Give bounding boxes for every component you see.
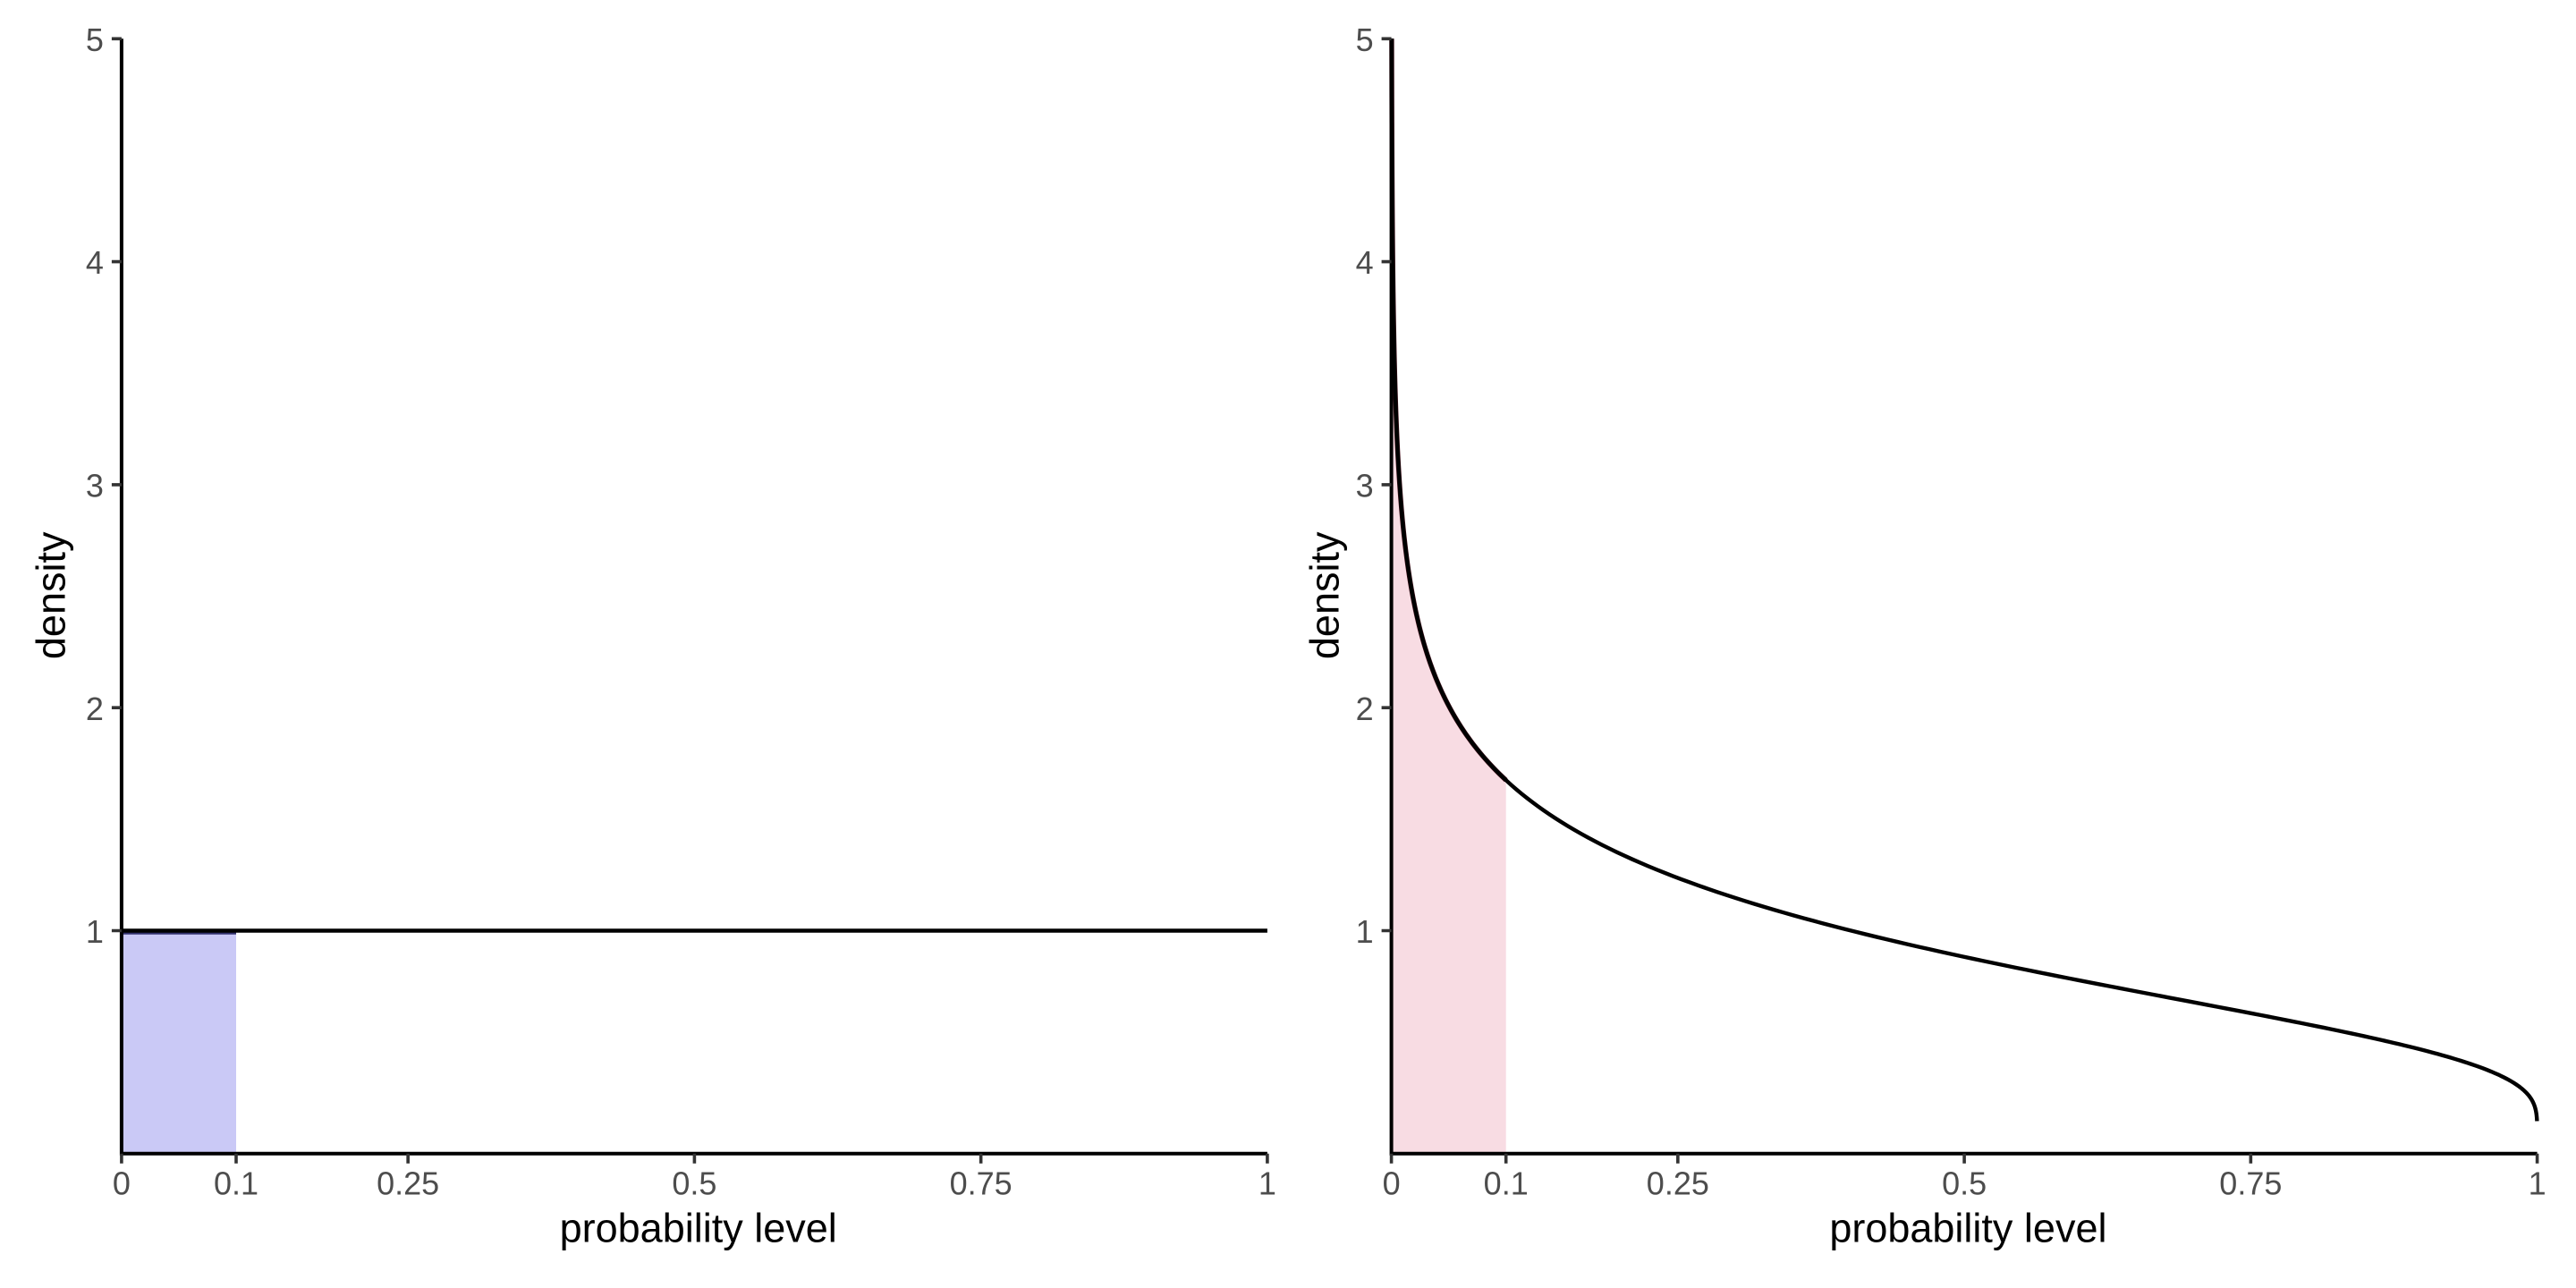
svg-text:0.1: 0.1 bbox=[1484, 1165, 1529, 1202]
svg-text:5: 5 bbox=[1356, 21, 1374, 58]
svg-text:4: 4 bbox=[86, 244, 104, 281]
svg-text:0.75: 0.75 bbox=[2219, 1165, 2282, 1202]
svg-text:3: 3 bbox=[1356, 468, 1374, 504]
svg-text:0.75: 0.75 bbox=[950, 1165, 1013, 1202]
svg-text:2: 2 bbox=[86, 691, 104, 727]
svg-text:0.5: 0.5 bbox=[1942, 1165, 1987, 1202]
svg-text:4: 4 bbox=[1356, 244, 1374, 281]
svg-text:1: 1 bbox=[1258, 1165, 1276, 1202]
svg-text:0.5: 0.5 bbox=[672, 1165, 716, 1202]
svg-text:probability level: probability level bbox=[1829, 1205, 2106, 1250]
svg-text:3: 3 bbox=[86, 468, 104, 504]
svg-text:density: density bbox=[28, 531, 73, 659]
svg-text:0.25: 0.25 bbox=[1647, 1165, 1709, 1202]
svg-text:2: 2 bbox=[1356, 691, 1374, 727]
svg-text:probability level: probability level bbox=[560, 1205, 837, 1250]
svg-text:1: 1 bbox=[2529, 1165, 2546, 1202]
svg-text:0.25: 0.25 bbox=[377, 1165, 439, 1202]
svg-text:density: density bbox=[1302, 531, 1348, 659]
svg-text:5: 5 bbox=[86, 21, 104, 58]
svg-text:0: 0 bbox=[1383, 1165, 1401, 1202]
svg-text:0: 0 bbox=[113, 1165, 131, 1202]
svg-text:1: 1 bbox=[86, 913, 104, 950]
svg-text:0.1: 0.1 bbox=[214, 1165, 258, 1202]
svg-text:1: 1 bbox=[1356, 913, 1374, 950]
